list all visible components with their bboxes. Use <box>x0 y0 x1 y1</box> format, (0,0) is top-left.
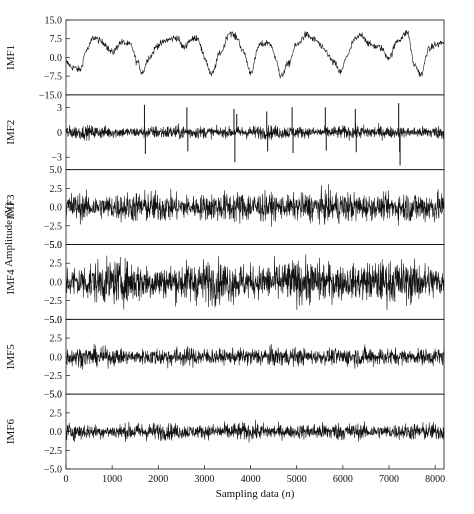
y-tick-label: 2.5 <box>50 334 63 345</box>
y-tick-label: −2.5 <box>44 371 62 382</box>
series-line-imf1 <box>65 30 445 79</box>
y-tick-label: 2.5 <box>50 184 63 195</box>
y-tick-label: 5.0 <box>50 315 63 326</box>
y-tick-label: 0 <box>57 128 62 139</box>
series-line-imf6 <box>65 419 445 443</box>
x-tick-label: 7000 <box>379 474 399 485</box>
y-tick-label: −15.0 <box>39 90 62 101</box>
x-tick-label: 4000 <box>241 474 261 485</box>
x-tick-label: 2000 <box>148 474 168 485</box>
y-tick-label: −5.0 <box>44 315 62 326</box>
panel-label-imf2: IMF2 <box>5 120 17 145</box>
x-tick-label: 5000 <box>287 474 307 485</box>
x-tick-label: 1000 <box>102 474 122 485</box>
x-tick-label: 6000 <box>333 474 353 485</box>
y-tick-label: −7.5 <box>44 72 62 83</box>
y-tick-label: 0.0 <box>50 203 63 214</box>
y-tick-label: 0.0 <box>50 53 63 64</box>
panel-label-imf6: IMF6 <box>5 419 17 445</box>
y-tick-label: 0.0 <box>50 277 63 288</box>
y-tick-label: 7.5 <box>50 34 63 45</box>
panel-label-imf3: IMF3 <box>5 194 17 220</box>
y-tick-label: −5.0 <box>44 465 62 476</box>
y-tick-label: 5.0 <box>50 390 63 401</box>
x-tick-label: 0 <box>64 474 69 485</box>
x-tick-label: 8000 <box>425 474 445 485</box>
y-tick-label: −3 <box>51 153 62 164</box>
y-tick-label: −2.5 <box>44 296 62 307</box>
y-tick-label: −2.5 <box>44 221 62 232</box>
y-tick-label: 2.5 <box>50 408 63 419</box>
y-tick-label: 0.0 <box>50 352 63 363</box>
panel-label-imf4: IMF4 <box>5 269 17 295</box>
y-tick-label: 0.0 <box>50 427 63 438</box>
series-line-imf2 <box>65 122 445 141</box>
y-tick-label: −5.0 <box>44 390 62 401</box>
y-tick-label: 5.0 <box>50 165 63 176</box>
panel-label-imf1: IMF1 <box>5 45 17 70</box>
series-line-imf4 <box>65 254 445 311</box>
y-tick-label: 2.5 <box>50 259 63 270</box>
y-axis-title: Amplitude (V) <box>3 202 15 267</box>
x-axis-title: Sampling data (n) <box>216 488 295 500</box>
y-tick-label: 3 <box>57 103 62 114</box>
x-tick-label: 3000 <box>194 474 214 485</box>
series-line-imf3 <box>65 183 445 227</box>
y-tick-label: 15.0 <box>45 16 63 27</box>
y-tick-label: −2.5 <box>44 446 62 457</box>
series-line-imf5 <box>65 343 445 370</box>
panel-label-imf5: IMF5 <box>5 344 17 370</box>
y-tick-label: −5.0 <box>44 240 62 251</box>
y-tick-label: 5.0 <box>50 240 63 251</box>
